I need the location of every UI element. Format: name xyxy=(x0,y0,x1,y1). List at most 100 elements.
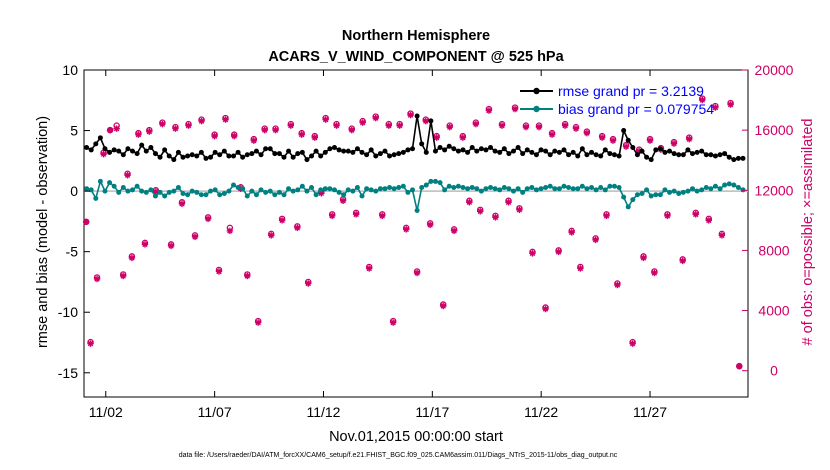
bias-point xyxy=(295,187,301,193)
bias-point xyxy=(180,191,186,197)
obs-assimilated-point xyxy=(396,122,403,129)
rmse-point xyxy=(543,148,549,154)
rmse-point xyxy=(322,149,328,155)
bias-point xyxy=(653,192,659,198)
bias-point xyxy=(97,178,103,184)
bias-point xyxy=(276,189,282,195)
bias-point xyxy=(474,186,480,192)
rmse-point xyxy=(134,151,140,157)
rmse-point xyxy=(419,141,425,147)
bias-point xyxy=(364,186,370,192)
bias-point xyxy=(657,192,663,198)
obs-assimilated-point xyxy=(516,206,523,214)
rmse-point xyxy=(446,143,452,149)
bias-point xyxy=(616,184,622,190)
rmse-point xyxy=(529,149,535,155)
rmse-point xyxy=(157,154,163,160)
rmse-point xyxy=(84,145,90,151)
obs-assimilated-point xyxy=(305,280,312,287)
obs-assimilated-point xyxy=(268,232,275,239)
bias-point xyxy=(722,182,728,188)
bias-point xyxy=(272,192,278,198)
rmse-point xyxy=(717,152,723,158)
obs-assimilated-point xyxy=(287,122,295,129)
obs-assimilated-point xyxy=(446,123,453,131)
obs-assimilated-point xyxy=(535,123,543,131)
bias-point xyxy=(116,189,122,195)
bias-point xyxy=(717,186,723,192)
rmse-point xyxy=(639,148,645,154)
rmse-point xyxy=(313,148,319,154)
bias-point xyxy=(708,186,714,192)
obs-assimilated-point xyxy=(505,199,512,206)
obs-assimilated-point xyxy=(640,254,647,262)
bias-point xyxy=(396,184,402,190)
bias-point xyxy=(299,183,305,189)
bias-point xyxy=(423,182,429,188)
bias-point xyxy=(579,183,585,189)
bias-point xyxy=(345,187,351,193)
rmse-point xyxy=(552,148,558,154)
obs-assimilated-point xyxy=(651,269,658,277)
rmse-point xyxy=(690,151,696,157)
obs-assimilated-point xyxy=(113,125,120,132)
x-tick-label: 11/17 xyxy=(415,404,449,420)
obs-assimilated-point xyxy=(311,134,318,141)
bias-point xyxy=(575,186,581,192)
x-tick-label: 11/27 xyxy=(633,404,667,420)
bias-point xyxy=(589,184,595,190)
bias-point xyxy=(130,187,136,193)
obs-assimilated-point xyxy=(592,236,599,244)
bias-point xyxy=(377,186,383,192)
bias-point xyxy=(373,188,379,194)
bias-point xyxy=(102,188,108,194)
rmse-point xyxy=(189,152,195,158)
obs-assimilated-point xyxy=(146,128,153,135)
rmse-point xyxy=(276,151,282,157)
bias-point xyxy=(451,184,457,190)
obs-assimilated-point xyxy=(603,212,610,220)
obs-assimilated-point xyxy=(215,268,223,275)
obs-assimilated-point xyxy=(692,211,699,218)
bias-point xyxy=(185,192,191,198)
x-axis-label: Nov.01,2015 00:00:00 start xyxy=(329,429,503,445)
obs-assimilated-point xyxy=(472,120,480,128)
bias-point xyxy=(694,188,700,194)
obs-assimilated-point xyxy=(577,265,584,272)
obs-assimilated-point xyxy=(385,122,392,129)
obs-assimilated-point xyxy=(440,302,447,310)
series-layer xyxy=(84,113,746,213)
obs-assimilated-point xyxy=(542,305,549,313)
rmse-point xyxy=(547,152,553,158)
bias-point xyxy=(309,184,315,190)
rmse-point xyxy=(249,151,255,157)
right-y-tick-label: 20000 xyxy=(755,62,794,78)
rmse-point xyxy=(373,153,379,159)
bias-point xyxy=(469,184,475,190)
rmse-point xyxy=(589,149,595,155)
bias-point xyxy=(726,181,732,187)
rmse-point xyxy=(387,153,393,159)
rmse-point xyxy=(148,145,154,151)
rmse-point xyxy=(281,154,287,160)
bias-point xyxy=(630,197,636,203)
rmse-point xyxy=(685,147,691,153)
rmse-point xyxy=(208,154,214,160)
rmse-point xyxy=(359,149,365,155)
obs-assimilated-point xyxy=(522,123,530,131)
obs-assimilated-point xyxy=(629,340,636,347)
bias-point xyxy=(267,188,273,194)
bias-point xyxy=(644,187,650,193)
left-y-tick-label: 10 xyxy=(62,62,78,78)
bias-point xyxy=(143,189,149,195)
rmse-point xyxy=(97,135,103,141)
bias-point xyxy=(322,186,328,192)
left-y-tick-label: 5 xyxy=(70,123,78,139)
rmse-point xyxy=(644,154,650,160)
bias-point xyxy=(520,189,526,195)
bias-point xyxy=(731,182,737,188)
rmse-point xyxy=(152,151,158,157)
bias-point xyxy=(598,184,604,190)
bias-point xyxy=(667,189,673,195)
